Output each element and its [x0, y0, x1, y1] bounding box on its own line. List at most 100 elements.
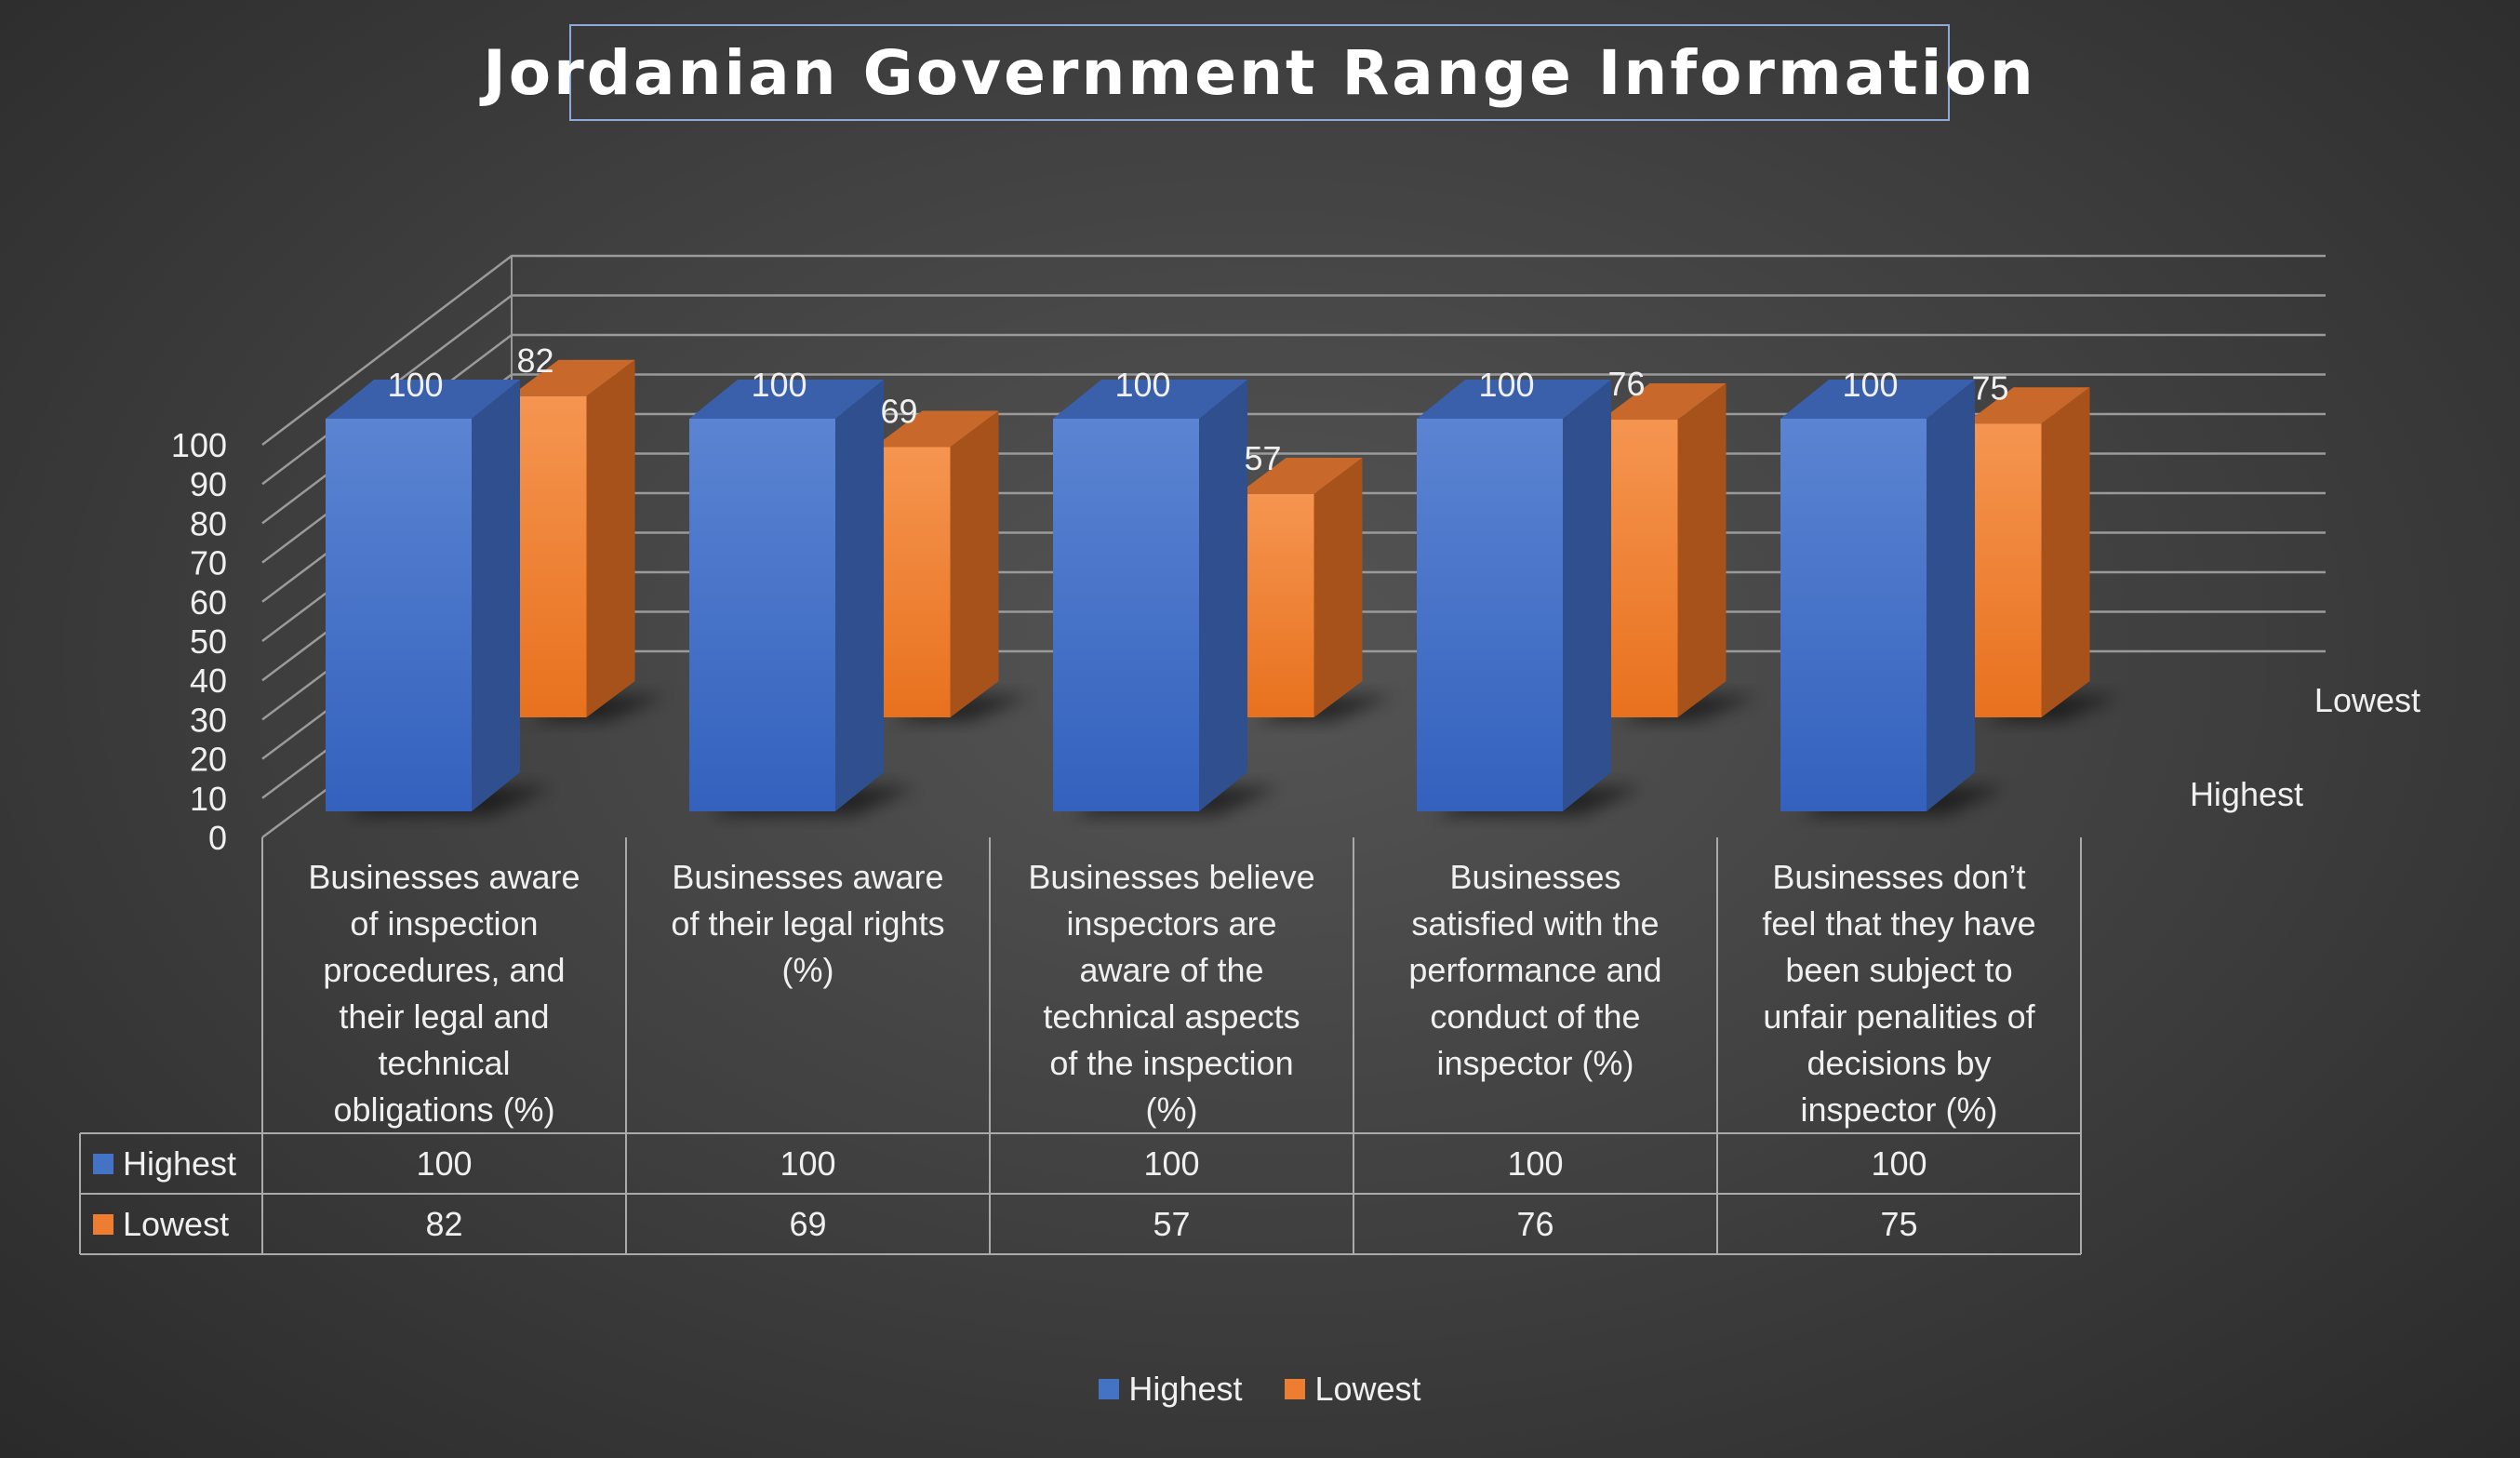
bar-top-highest	[326, 380, 520, 419]
bar-top-lowest	[1601, 383, 1727, 421]
bar-side-lowest	[950, 410, 999, 717]
category-label-line: (%)	[781, 951, 834, 989]
y-tick-label: 80	[190, 504, 227, 542]
bar-highest	[1417, 419, 1563, 811]
bar-lowest	[1965, 423, 2042, 717]
bar-highest	[689, 419, 835, 811]
y-tick-label: 90	[190, 465, 227, 503]
bar-top-highest	[689, 380, 884, 419]
table-cell: 100	[1143, 1144, 1200, 1183]
y-tick-label: 70	[190, 544, 227, 582]
bar-lowest	[1237, 494, 1314, 717]
bar-side-highest	[472, 380, 520, 811]
table-row-label: Lowest	[123, 1204, 230, 1243]
category-label-text: Businesses aware of inspection procedures,…	[308, 854, 580, 1133]
bar-lowest	[873, 447, 951, 717]
table-cell: 75	[1880, 1204, 1918, 1243]
category-label-line: conduct of the	[1430, 997, 1641, 1036]
y-tick-label: 40	[190, 662, 227, 700]
bar-top-highest	[1417, 380, 1611, 419]
bar-side-highest	[1563, 380, 1611, 811]
category-label-line: performance and	[1408, 951, 1662, 989]
category-label-line: satisfied with the	[1411, 904, 1660, 943]
legend-item-lowest: Lowest	[1285, 1370, 1421, 1409]
bar-top-lowest	[873, 410, 999, 448]
category-label-line: procedures, and	[323, 951, 566, 989]
data-label: 100	[1478, 366, 1534, 404]
category-label-line: inspector (%)	[1800, 1090, 1998, 1129]
category-label-line: Businesses don’t	[1772, 858, 2026, 896]
bar-side-highest	[1927, 380, 1975, 811]
legend-swatch-lowest	[1285, 1379, 1306, 1399]
category-label: Businesses aware of their legal rights (%)	[626, 854, 990, 1133]
y-tick-label: 0	[208, 819, 227, 857]
category-label-line: Businesses	[1449, 858, 1621, 896]
category-label-text: Businesses believe inspectors are aware of…	[1028, 854, 1314, 1133]
category-label-text: Businesses aware of their legal rights (%)	[671, 854, 944, 994]
bar-highest	[1780, 419, 1927, 811]
category-label: Businesses satisfied with the performance …	[1353, 854, 1717, 1133]
y-tick-label: 100	[171, 426, 227, 464]
bar-lowest	[1601, 420, 1678, 717]
data-table-lines	[79, 837, 2082, 1255]
bar-top-highest	[1780, 380, 1975, 419]
depth-axis-label: Lowest	[2314, 681, 2420, 719]
y-tick-label: 30	[190, 701, 227, 739]
bar-top-lowest	[1965, 387, 2090, 424]
bar-side-lowest	[1677, 383, 1727, 717]
table-legend-key	[93, 1153, 113, 1174]
category-label-line: inspectors are	[1066, 904, 1277, 943]
table-cell: 76	[1516, 1204, 1554, 1243]
data-label: 100	[387, 366, 443, 404]
chart-title: Jordanian Government Range Information	[483, 36, 2036, 109]
table-legend-key	[93, 1213, 113, 1235]
data-label: 76	[1607, 365, 1645, 403]
category-label-line: feel that they have	[1762, 904, 2036, 943]
data-label: 57	[1244, 439, 1281, 477]
y-tick-label: 20	[190, 741, 227, 779]
table-cell: 100	[780, 1144, 836, 1183]
table-cell: 100	[1507, 1144, 1564, 1183]
table-cell: 57	[1153, 1204, 1191, 1243]
category-label-line: inspector (%)	[1436, 1044, 1634, 1082]
data-label: 100	[751, 366, 807, 404]
table-cell: 100	[416, 1144, 473, 1183]
table-row-head-lowest: Lowest	[93, 1194, 229, 1254]
category-label-line: unfair penalities of	[1763, 997, 2035, 1036]
bar-side-lowest	[1313, 458, 1363, 717]
chart-title-box: Jordanian Government Range Information	[483, 24, 2033, 121]
data-label: 75	[1971, 368, 2008, 407]
table-row-head-highest: Highest	[93, 1133, 236, 1194]
y-tick-label: 10	[190, 780, 227, 818]
bar-top-lowest	[1237, 458, 1363, 495]
table-cell: 100	[1871, 1144, 1927, 1183]
bar-top-highest	[1053, 380, 1247, 419]
category-label-line: of their legal rights	[671, 904, 945, 943]
category-label: Businesses don’t feel that they have been …	[1717, 854, 2081, 1133]
legend-label-lowest: Lowest	[1314, 1370, 1421, 1408]
category-label-line: of inspection	[350, 904, 539, 943]
category-label: Businesses aware of inspection procedures,…	[262, 854, 626, 1133]
bar-side-lowest	[2041, 387, 2090, 717]
data-labels: 82 100 69 100 57 100 76 100 75 100	[387, 341, 2008, 477]
bar-top-lowest	[510, 359, 635, 396]
data-label: 69	[880, 393, 917, 431]
category-label-line: obligations (%)	[333, 1090, 555, 1129]
category-label-text: Businesses satisfied with the performance …	[1408, 854, 1661, 1087]
bar-side-highest	[835, 380, 884, 811]
category-label-line: Businesses aware	[672, 858, 944, 896]
category-label: Businesses believe inspectors are aware of…	[990, 854, 1353, 1133]
bars	[326, 359, 2122, 815]
category-label-line: their legal and	[339, 997, 550, 1036]
y-tick-label: 50	[190, 622, 227, 661]
table-cell: 69	[789, 1204, 827, 1243]
bar-lowest	[510, 395, 587, 717]
legend-label-highest: Highest	[1128, 1370, 1243, 1408]
data-label: 100	[1114, 366, 1170, 404]
category-label-line: technical	[378, 1044, 511, 1082]
bar-highest	[326, 419, 472, 811]
bar-side-highest	[1199, 380, 1247, 811]
